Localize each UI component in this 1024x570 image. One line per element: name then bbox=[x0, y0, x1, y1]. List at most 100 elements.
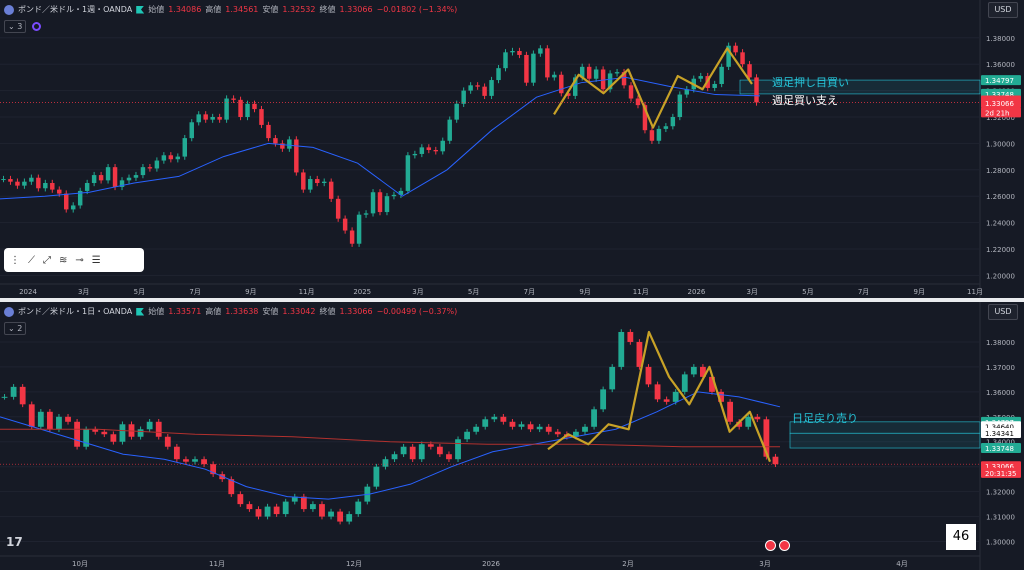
daily-symbol-title[interactable]: ポンド／米ドル・1日・OANDA bbox=[18, 307, 133, 316]
price-axis bbox=[980, 0, 1024, 298]
candle-body bbox=[418, 444, 425, 460]
tradingview-logo[interactable]: 17 bbox=[6, 535, 23, 549]
candle-body bbox=[736, 421, 743, 427]
indicator-toggle-button[interactable]: ⌄ 3 bbox=[4, 20, 27, 33]
us-flag-icon[interactable] bbox=[779, 540, 790, 551]
candle-body bbox=[28, 404, 35, 427]
candle-body bbox=[1, 396, 8, 398]
price-tag-bg bbox=[981, 467, 1021, 478]
x-tick-label: 7月 bbox=[189, 288, 200, 296]
candle-body bbox=[382, 459, 389, 467]
candle-body bbox=[370, 192, 376, 214]
y-tick-label: 1.32000 bbox=[986, 489, 1015, 497]
candle-body bbox=[747, 64, 752, 78]
candle-body bbox=[196, 114, 201, 123]
candle-body bbox=[337, 511, 344, 522]
x-tick-label: 2026 bbox=[688, 288, 706, 296]
close-value: 1.33066 bbox=[339, 307, 373, 316]
price-tag-bg bbox=[981, 428, 1021, 439]
weekly-chart-pane[interactable]: 1.380001.360001.340001.320001.300001.280… bbox=[0, 0, 1024, 298]
candle-body bbox=[259, 109, 264, 125]
candle-body bbox=[237, 494, 244, 505]
candle-body bbox=[112, 167, 118, 187]
candle-body bbox=[182, 138, 188, 157]
price-tag-label: 1.33066 bbox=[985, 463, 1014, 471]
candle-body bbox=[228, 479, 235, 495]
candle-body bbox=[126, 177, 132, 181]
event-flags[interactable] bbox=[765, 540, 790, 551]
us-flag-icon[interactable] bbox=[765, 540, 776, 551]
candle-body bbox=[308, 179, 313, 190]
low-label: 安値 bbox=[262, 307, 279, 316]
candle-body bbox=[287, 139, 292, 149]
candle-body bbox=[517, 51, 522, 55]
candle-body bbox=[192, 459, 198, 462]
candle-body bbox=[245, 103, 250, 117]
candle-body bbox=[464, 431, 470, 440]
candle-body bbox=[618, 331, 625, 367]
x-tick-label: 3月 bbox=[746, 288, 757, 296]
weekly-symbol-title[interactable]: ポンド／米ドル・1週・OANDA bbox=[18, 5, 133, 14]
candle-body bbox=[536, 426, 543, 430]
candle-body bbox=[168, 155, 174, 160]
candle-body bbox=[503, 52, 508, 69]
daily-chart-svg[interactable]: 1.380001.370001.360001.350001.340001.330… bbox=[0, 302, 1024, 570]
candle-body bbox=[754, 77, 759, 103]
candle-body bbox=[400, 446, 407, 455]
candle-body bbox=[355, 501, 362, 515]
candle-body bbox=[709, 376, 715, 392]
currency-selector[interactable]: USD bbox=[988, 2, 1018, 18]
candle-body bbox=[175, 156, 181, 160]
y-tick-label: 1.38000 bbox=[986, 339, 1015, 347]
x-tick-label: 11月 bbox=[967, 288, 983, 296]
daily-indicators-row: ⌄ 2 bbox=[4, 322, 27, 335]
horizontal-ray-icon[interactable]: ⊸ bbox=[75, 254, 84, 266]
indicator-toggle-button[interactable]: ⌄ 2 bbox=[4, 322, 27, 335]
candle-body bbox=[475, 85, 480, 87]
open-label: 始値 bbox=[148, 5, 165, 14]
candle-body bbox=[154, 160, 160, 169]
ray-icon[interactable]: ⤢ bbox=[43, 254, 51, 266]
candle-body bbox=[70, 205, 76, 210]
candle-body bbox=[36, 177, 41, 189]
fib-icon[interactable]: ≋ bbox=[59, 254, 68, 266]
candle-body bbox=[518, 424, 525, 427]
candle-body bbox=[92, 429, 99, 432]
weekly-legend: ポンド／米ドル・1週・OANDA 始値 1.34086 高値 1.34561 安値 1… bbox=[4, 4, 457, 15]
candle-body bbox=[273, 138, 278, 144]
parallel-channel-icon[interactable]: ☰ bbox=[91, 254, 101, 266]
candle-body bbox=[405, 155, 411, 191]
pane-divider[interactable] bbox=[0, 298, 1024, 302]
x-tick-label: 2026 bbox=[482, 560, 500, 568]
weekly-chart-svg[interactable]: 1.380001.360001.340001.320001.300001.280… bbox=[0, 0, 1024, 298]
trendline-icon[interactable]: ⟋ bbox=[28, 254, 35, 266]
candle-body bbox=[566, 93, 571, 96]
candle-body bbox=[342, 218, 348, 231]
candle-body bbox=[545, 48, 550, 78]
candle-body bbox=[46, 411, 53, 430]
candle-body bbox=[654, 384, 661, 400]
grip-icon[interactable]: ⋮ bbox=[10, 254, 20, 266]
candle-body bbox=[447, 119, 452, 141]
close-label: 終値 bbox=[319, 307, 336, 316]
y-tick-label: 1.28000 bbox=[986, 167, 1015, 175]
candle-body bbox=[740, 52, 745, 65]
currency-selector[interactable]: USD bbox=[988, 304, 1018, 320]
x-tick-label: 3月 bbox=[78, 288, 89, 296]
candle-body bbox=[607, 73, 613, 90]
candle-body bbox=[252, 103, 257, 110]
candle-body bbox=[628, 85, 634, 99]
bookmark-icon[interactable] bbox=[136, 5, 145, 14]
bookmark-icon[interactable] bbox=[136, 307, 145, 316]
candle-body bbox=[552, 74, 557, 78]
candle-body bbox=[319, 504, 325, 517]
candle-body bbox=[670, 117, 676, 127]
candle-body bbox=[419, 147, 425, 154]
drawing-toolbar: ⋮ ⟋ ⤢ ≋ ⊸ ☰ bbox=[4, 248, 144, 272]
weekly-indicators-row: ⌄ 3 bbox=[4, 20, 42, 33]
candle-body bbox=[363, 213, 369, 215]
indicator-circle-icon[interactable] bbox=[32, 22, 42, 31]
candle-body bbox=[663, 126, 669, 129]
daily-chart-pane[interactable]: 1.380001.370001.360001.350001.340001.330… bbox=[0, 302, 1024, 570]
candle-body bbox=[50, 183, 55, 190]
